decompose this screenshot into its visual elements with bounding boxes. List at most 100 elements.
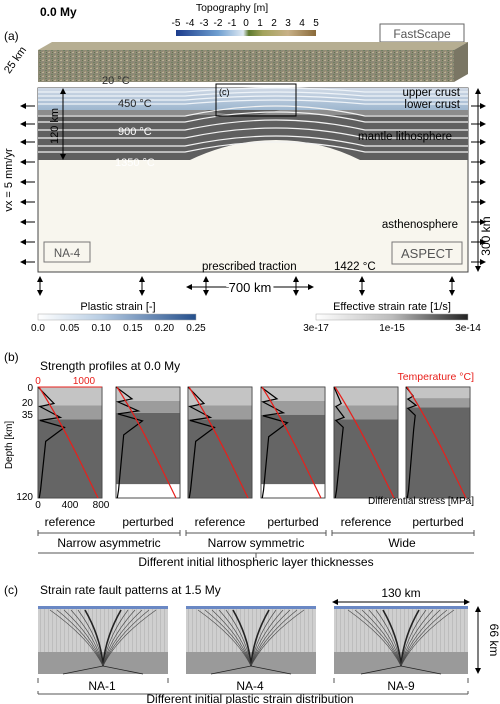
fault-line-left <box>347 609 402 667</box>
traction-arrow-up <box>37 276 43 282</box>
panel-a-label: (a) <box>4 29 19 43</box>
topography-title: Topography [m] <box>196 2 268 14</box>
zoom-box <box>215 83 297 117</box>
fault-line-deep <box>210 665 292 675</box>
strain-rate-colorbar <box>315 313 469 321</box>
plastic-tick: 0.15 <box>123 323 143 334</box>
fault-line-left <box>368 609 402 667</box>
layer-upper-crust: upper crust <box>402 87 460 99</box>
traction-arrow-up <box>203 276 209 282</box>
topography-colorbar <box>176 30 316 36</box>
right-arrow-head <box>480 121 486 127</box>
fault-line-left <box>49 609 104 667</box>
group-narrow-symmetric: Narrow symmetric <box>208 536 305 550</box>
fault-line-deep <box>360 665 442 675</box>
panel-c-title: Strain rate fault patterns at 1.5 My <box>40 583 221 597</box>
topography-tick: 5 <box>313 18 319 29</box>
plastic-tick: 0.20 <box>155 323 175 334</box>
isotherm-line <box>38 127 468 139</box>
aspect-box <box>391 241 463 265</box>
left-arrow-head <box>20 159 26 165</box>
profile-upper-crust <box>261 387 325 401</box>
layer-asthenosphere: asthenosphere <box>382 219 458 231</box>
temp-tick-1000: 1000 <box>73 376 96 387</box>
temperature-curve <box>116 386 177 499</box>
topography-tick: 0 <box>243 18 249 29</box>
temperature-axis-label: Temperature °C] <box>397 371 474 383</box>
topography-tick: -4 <box>186 18 195 29</box>
right-arrow-head <box>480 159 486 165</box>
isotherm-line <box>38 105 468 117</box>
right-arrow-head <box>480 139 486 145</box>
temperature-curve <box>188 386 249 499</box>
profile-upper-crust <box>38 387 102 406</box>
strain-rate-ticks: 3e-17 1e-15 3e-14 <box>303 323 481 334</box>
bottom-boundary-label: prescribed traction <box>202 261 297 273</box>
depth-arrow-top <box>475 88 481 94</box>
isotherm-450: 450 °C <box>118 98 152 110</box>
fault-line-right <box>250 609 305 667</box>
left-arrow-head <box>20 139 26 145</box>
time-label: 0.0 My <box>40 5 77 19</box>
fault-line-right <box>250 609 291 667</box>
profile-lower-crust <box>38 405 102 420</box>
right-arrow-head <box>480 219 486 225</box>
stress-tick-800: 800 <box>93 500 110 511</box>
topography-tick: -1 <box>228 18 237 29</box>
isotherm-lines <box>38 87 468 153</box>
fault-line-left <box>56 609 104 667</box>
depth-25-label: 25 km <box>2 45 29 76</box>
strain-rate-tick: 3e-14 <box>455 323 481 334</box>
depth-axis-label: Depth [km] <box>4 421 15 470</box>
zoom-box-label: (c) <box>219 87 230 97</box>
width-arrow-left <box>186 284 192 290</box>
topography-tick: -3 <box>200 18 209 29</box>
profile-label-4: perturbed <box>267 515 318 529</box>
panel-b-title: Strength profiles at 0.0 My <box>40 359 180 373</box>
fault-line-left <box>63 609 104 667</box>
width-label: 700 km <box>229 280 272 295</box>
topography-tick: 1 <box>257 18 263 29</box>
profile-lower-crust <box>334 405 398 420</box>
temperature-curve <box>334 386 395 499</box>
topography-tick: -5 <box>172 18 181 29</box>
topography-tick: 3 <box>285 18 291 29</box>
velocity-label: vx = 5 mm/yr <box>3 148 15 212</box>
depth-300-label: 300 km <box>479 216 493 255</box>
stress-curve <box>115 386 144 499</box>
strain-rate-title: Effective strain rate [1/s] <box>333 301 451 313</box>
profile-border <box>333 386 399 499</box>
profile-label-3: reference <box>195 515 246 529</box>
fault-line-left <box>204 609 252 667</box>
fault-line-deep <box>62 665 144 675</box>
isotherm-line <box>38 95 468 101</box>
stress-curve <box>333 386 346 499</box>
traction-arrow-down <box>293 290 299 296</box>
fault-line-right <box>400 609 448 667</box>
left-arrow-head <box>20 259 26 265</box>
model-label-na9: NA-9 <box>387 679 415 693</box>
plastic-tick: 0.25 <box>186 323 206 334</box>
thickness-arrow-top <box>60 88 66 94</box>
isotherm-900: 900 °C <box>118 126 152 138</box>
thickness-arrow-bottom <box>60 154 66 160</box>
fault-line-right <box>400 609 434 667</box>
model-label-na4: NA-4 <box>236 679 264 693</box>
fault-line-right <box>102 609 150 667</box>
fault-line-left <box>211 609 252 667</box>
fault-panel-surface <box>186 606 316 609</box>
profile-border <box>187 386 253 499</box>
temp-tick-0: 0 <box>35 376 41 387</box>
left-arrow-head <box>20 121 26 127</box>
fault-width-arrow-right <box>464 599 470 605</box>
topography-tick: 2 <box>271 18 277 29</box>
isotherm-line <box>38 91 468 97</box>
fault-line-right <box>250 609 298 667</box>
traction-arrow-down <box>359 290 365 296</box>
panel-b-label: (b) <box>4 350 19 364</box>
plastic-tick: 0.10 <box>91 323 111 334</box>
aspect-label: ASPECT <box>401 246 453 261</box>
fault-depth-arrow-top <box>475 606 481 612</box>
